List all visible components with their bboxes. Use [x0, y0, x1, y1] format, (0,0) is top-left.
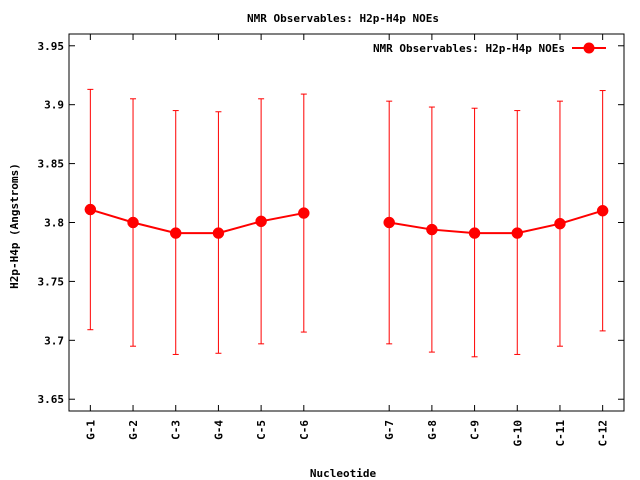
data-point-10 [554, 217, 566, 230]
data-point-0 [84, 203, 97, 216]
y-tick-label-3: 3.8 [44, 217, 64, 230]
x-tick-label-4: C-5 [255, 420, 268, 440]
data-point-4 [255, 215, 267, 228]
legend-marker-sample [583, 42, 595, 54]
y-tick-label-1: 3.7 [44, 334, 64, 347]
x-tick-label-1: G-2 [127, 420, 140, 440]
series-layer [84, 88, 609, 358]
x-tick-label-5: C-6 [298, 420, 311, 440]
y-tick-label-6: 3.95 [38, 40, 65, 53]
x-tick-label-0: G-1 [84, 420, 97, 440]
axis-ticks: 3.65 3.7 3.75 3.8 3.85 3.9 3.95 G-1 G-2 C-3 G-4 C-5… [38, 34, 624, 447]
y-tick-label-0: 3.65 [38, 393, 65, 406]
y-tick-label-5: 3.9 [44, 99, 64, 112]
x-axis-label: Nucleotide [310, 467, 377, 480]
x-tick-label-6: G-7 [383, 420, 396, 440]
data-point-8 [468, 227, 481, 239]
series-line-segment-0 [90, 208, 304, 235]
data-point-6 [383, 216, 395, 229]
data-point-9 [511, 227, 524, 239]
y-axis-label: H2p-H4p (Angstroms) [8, 163, 21, 289]
x-tick-label-10: C-11 [554, 420, 567, 447]
x-tick-label-9: G-10 [511, 420, 524, 447]
series-line-segment-1 [389, 209, 603, 235]
legend-label: NMR Observables: H2p-H4p NOEs [373, 42, 565, 55]
data-point-5 [298, 207, 310, 219]
data-point-7 [426, 223, 438, 236]
chart-title: NMR Observables: H2p-H4p NOEs [247, 12, 439, 25]
x-tick-label-7: G-8 [426, 420, 439, 440]
x-tick-label-8: C-9 [469, 420, 482, 440]
y-tick-label-4: 3.85 [38, 158, 65, 171]
x-tick-label-2: C-3 [170, 420, 183, 440]
data-point-1 [127, 216, 139, 229]
data-point-2 [169, 227, 182, 239]
x-tick-label-11: C-12 [597, 420, 610, 447]
data-point-11 [596, 204, 609, 217]
x-tick-label-3: G-4 [212, 420, 225, 440]
y-tick-label-2: 3.75 [38, 275, 65, 288]
legend: NMR Observables: H2p-H4p NOEs [373, 42, 606, 55]
data-point-3 [212, 227, 225, 239]
